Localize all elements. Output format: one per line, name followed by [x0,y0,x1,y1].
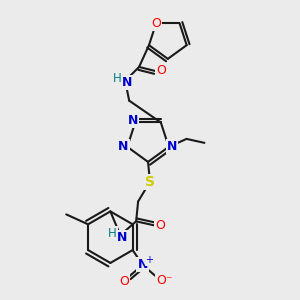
Text: +: + [146,255,154,265]
Text: H: H [108,227,117,240]
Text: N: N [128,114,138,127]
Text: N: N [122,76,132,89]
Text: S: S [145,175,155,189]
Text: N: N [117,231,128,244]
Text: H: H [113,72,122,85]
Text: N: N [118,140,128,153]
Text: O: O [155,219,165,232]
Text: O: O [156,64,166,77]
Text: O: O [119,275,129,288]
Text: O⁻: O⁻ [156,274,172,287]
Text: N: N [167,140,177,153]
Text: O: O [151,16,161,29]
Text: N: N [137,258,148,272]
